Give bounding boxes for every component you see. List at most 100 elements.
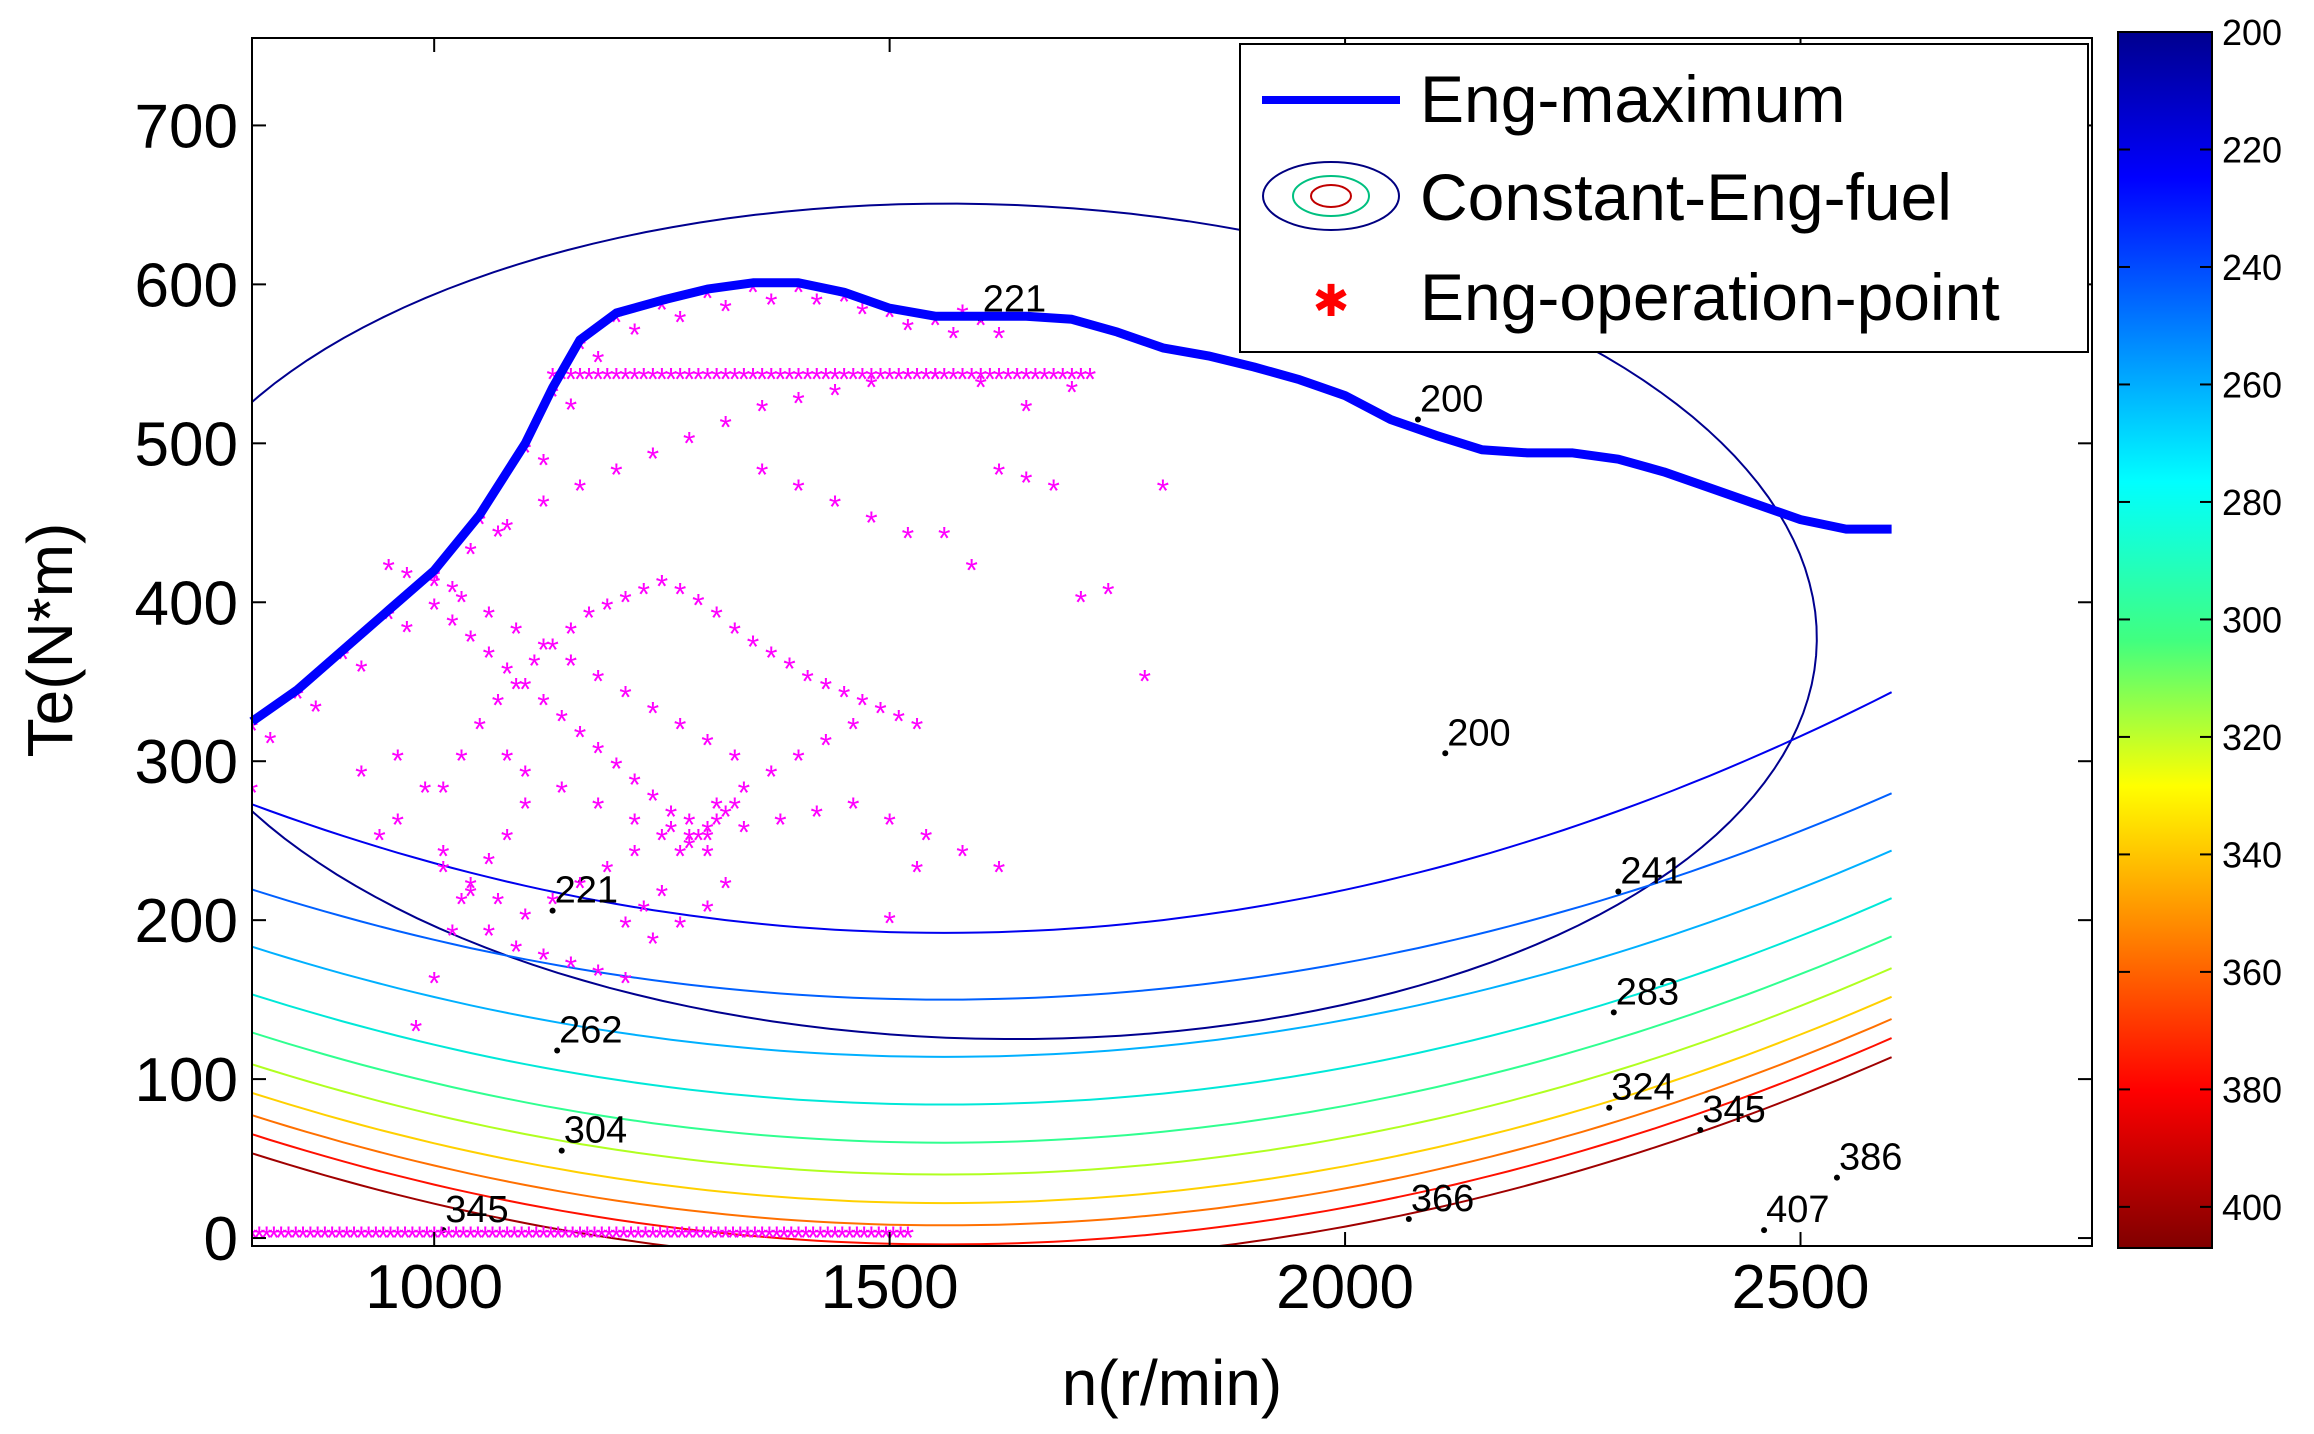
operation-point: * [530,1220,542,1256]
y-tick-label: 700 [135,92,238,161]
operation-point: * [437,775,449,811]
operation-point: * [537,632,549,668]
operation-point: * [610,457,622,493]
operation-point: * [756,394,768,430]
operation-point: * [851,1220,863,1256]
operation-point: * [719,799,731,835]
operation-point: * [377,1220,389,1256]
operation-point: * [1020,362,1032,398]
operation-point: * [610,751,622,787]
operation-point: * [382,552,394,588]
operation-point: * [437,839,449,875]
operation-point: * [811,287,823,323]
operation-point: * [814,1220,826,1256]
contour-label-point [1606,1104,1613,1111]
operation-point: * [729,362,741,398]
operation-point: * [619,680,631,716]
operation-point: * [1075,584,1087,620]
operation-point: * [938,521,950,557]
operation-point: * [820,362,832,398]
operation-point: * [778,1220,790,1256]
operation-point: * [399,1220,411,1256]
operation-point: * [523,1220,535,1256]
contour-line-221 [252,691,1893,934]
colorbar-tick-label: 400 [2222,1187,2282,1228]
operation-point: * [647,696,659,732]
contour-label-point [558,1147,565,1154]
colorbar-tick-label: 300 [2222,599,2282,640]
operation-point: * [464,1220,476,1256]
operation-point: * [413,1220,425,1256]
contour-label-point [1615,888,1622,895]
legend-star-icon: ✱ [1313,277,1350,326]
contour-line-407 [252,1056,1892,1246]
operation-point: * [801,362,813,398]
operation-point: * [874,362,886,398]
operation-point: * [647,362,659,398]
operation-point: * [501,823,513,859]
operation-point: * [428,966,440,1002]
operation-point: * [710,362,722,398]
operation-point: * [765,287,777,323]
operation-point: * [565,648,577,684]
operation-point: * [829,378,841,414]
operation-point: * [661,1220,673,1256]
operation-point: * [701,839,713,875]
operation-point: * [993,854,1005,890]
y-tick-label: 0 [204,1205,238,1274]
operation-point: * [783,362,795,398]
operation-point: * [1138,664,1150,700]
axis-ticks: 1000 1500 2000 2500 0 100 200 300 400 500 600 700 [135,38,2092,1322]
operation-point: * [993,362,1005,398]
contour-label: 345 [445,1189,508,1231]
operation-point: * [519,791,531,827]
operation-point: * [486,1220,498,1256]
operation-point: * [1020,465,1032,501]
operation-point: * [603,1220,615,1256]
operation-point: * [656,362,668,398]
operation-point: * [741,1220,753,1256]
operation-point: * [1066,362,1078,398]
operation-point: * [552,1220,564,1256]
operation-point: * [847,791,859,827]
operation-point: * [865,505,877,541]
operation-point: * [510,672,522,708]
operation-point: * [820,672,832,708]
operation-point: * [1029,362,1041,398]
operation-point: * [719,1220,731,1256]
x-tick-label: 1000 [365,1253,503,1322]
operation-point: * [583,600,595,636]
contour-label: 241 [1620,851,1683,893]
operation-point: * [811,362,823,398]
operation-point: * [574,473,586,509]
operation-point: * [510,616,522,652]
operation-point: * [674,711,686,747]
operation-point: * [807,1220,819,1256]
operation-point: * [874,696,886,732]
operation-point: * [628,362,640,398]
operation-point: * [729,743,741,779]
operation-point: * [565,616,577,652]
operation-point: * [246,1220,258,1256]
operation-point: * [911,362,923,398]
y-tick-label: 400 [135,569,238,638]
operation-point: * [674,910,686,946]
contour-label-point [554,1047,561,1054]
operation-point: * [446,575,458,611]
operation-point: * [756,362,768,398]
operation-point: * [574,362,586,398]
operation-point: * [765,362,777,398]
operation-point: * [692,823,704,859]
operation-point: * [289,1220,301,1256]
operation-point: * [592,344,604,380]
operation-point: * [537,688,549,724]
contour-label: 262 [559,1009,622,1051]
operation-point: * [738,815,750,851]
colorbar-tick-label: 200 [2222,12,2282,53]
operation-point: * [392,743,404,779]
colorbar-tick-label: 220 [2222,129,2282,170]
x-tick-label: 1500 [821,1253,959,1322]
contour-line-366 [252,1018,1892,1227]
operation-point: * [1075,362,1087,398]
contour-label: 221 [555,870,618,912]
